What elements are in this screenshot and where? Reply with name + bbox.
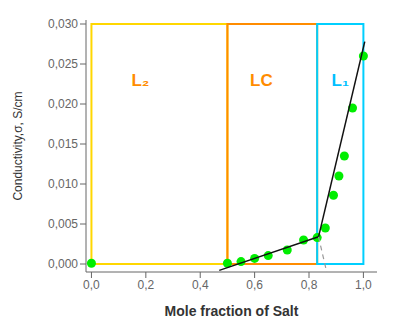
svg-text:0,025: 0,025 <box>48 57 78 71</box>
svg-text:0,8: 0,8 <box>301 278 318 292</box>
svg-text:0,4: 0,4 <box>192 278 209 292</box>
svg-text:0,000: 0,000 <box>48 257 78 271</box>
svg-text:0,005: 0,005 <box>48 217 78 231</box>
svg-text:L₁: L₁ <box>332 71 349 90</box>
svg-text:0,015: 0,015 <box>48 137 78 151</box>
svg-text:L₂: L₂ <box>131 71 149 90</box>
svg-text:0,030: 0,030 <box>48 17 78 31</box>
svg-text:0,6: 0,6 <box>246 278 263 292</box>
svg-text:LC: LC <box>250 71 273 90</box>
svg-text:0,0: 0,0 <box>83 278 100 292</box>
svg-text:0,2: 0,2 <box>137 278 154 292</box>
svg-text:Mole fraction of Salt: Mole fraction of Salt <box>165 303 299 319</box>
svg-text:Conductivity,σ, S/cm: Conductivity,σ, S/cm <box>11 91 25 200</box>
svg-text:1,0: 1,0 <box>355 278 372 292</box>
svg-text:0,010: 0,010 <box>48 177 78 191</box>
svg-text:0,020: 0,020 <box>48 97 78 111</box>
